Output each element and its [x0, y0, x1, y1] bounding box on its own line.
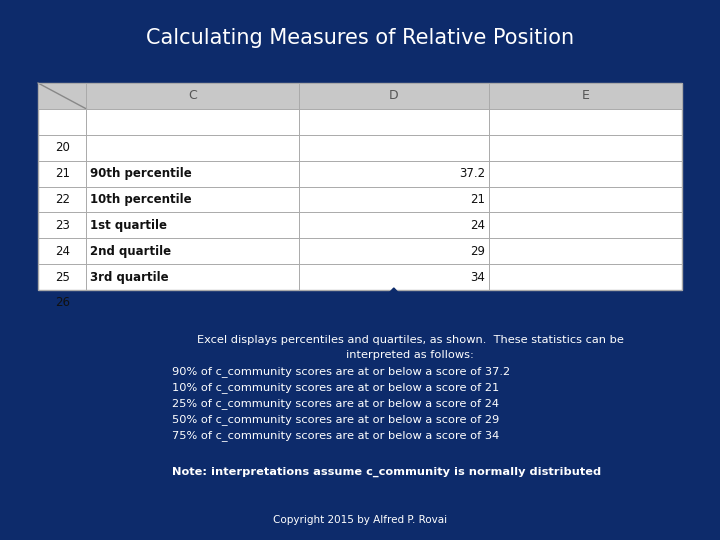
Text: 24: 24	[55, 245, 70, 258]
Text: 1st quartile: 1st quartile	[90, 219, 167, 232]
Text: Note: interpretations assume c_community is normally distributed: Note: interpretations assume c_community…	[172, 467, 601, 477]
Text: D: D	[389, 90, 399, 103]
Text: Copyright 2015 by Alfred P. Rovai: Copyright 2015 by Alfred P. Rovai	[273, 515, 447, 525]
Text: C: C	[188, 90, 197, 103]
Text: Excel displays percentiles and quartiles, as shown.  These statistics can be: Excel displays percentiles and quartiles…	[197, 335, 624, 345]
Text: Calculating Measures of Relative Position: Calculating Measures of Relative Positio…	[146, 28, 574, 48]
FancyArrow shape	[377, 288, 411, 320]
Text: 26: 26	[55, 296, 70, 309]
Text: 21: 21	[469, 193, 485, 206]
Text: 21: 21	[55, 167, 70, 180]
Bar	[38, 83, 682, 109]
Text: interpreted as follows:: interpreted as follows:	[346, 350, 474, 360]
Text: 10th percentile: 10th percentile	[90, 193, 192, 206]
Text: 34: 34	[470, 271, 485, 284]
Text: 2nd quartile: 2nd quartile	[90, 245, 171, 258]
Text: 50% of c_community scores are at or below a score of 29: 50% of c_community scores are at or belo…	[172, 415, 499, 426]
Text: 90th percentile: 90th percentile	[90, 167, 192, 180]
Text: 3rd quartile: 3rd quartile	[90, 271, 169, 284]
Text: 75% of c_community scores are at or below a score of 34: 75% of c_community scores are at or belo…	[172, 430, 499, 442]
Text: 90% of c_community scores are at or below a score of 37.2: 90% of c_community scores are at or belo…	[172, 367, 510, 377]
Text: 10% of c_community scores are at or below a score of 21: 10% of c_community scores are at or belo…	[172, 382, 499, 394]
Text: 20: 20	[55, 141, 70, 154]
Text: E: E	[582, 90, 590, 103]
Text: 25: 25	[55, 271, 70, 284]
Text: 37.2: 37.2	[459, 167, 485, 180]
Text: 25% of c_community scores are at or below a score of 24: 25% of c_community scores are at or belo…	[172, 399, 499, 409]
Text: 22: 22	[55, 193, 70, 206]
Text: 24: 24	[469, 219, 485, 232]
Text: 23: 23	[55, 219, 70, 232]
Text: 29: 29	[469, 245, 485, 258]
Bar	[38, 83, 682, 290]
